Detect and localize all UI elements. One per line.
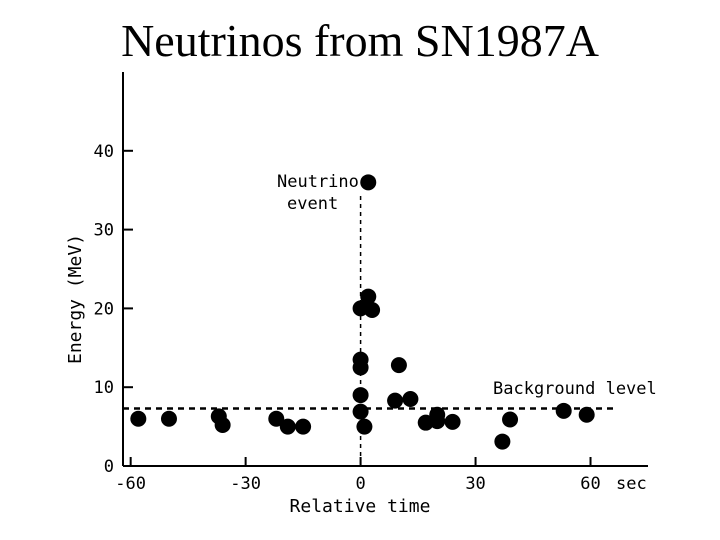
data-point (578, 406, 595, 423)
data-point (390, 357, 407, 374)
x-axis-unit: sec (616, 474, 647, 494)
y-tick-label: 30 (94, 221, 114, 241)
data-point (352, 403, 369, 420)
x-tick-label: -30 (230, 474, 261, 494)
data-points (130, 174, 595, 450)
data-point (279, 418, 296, 435)
data-point (214, 417, 231, 434)
chart-title: Neutrinos from SN1987A (121, 15, 599, 66)
neutrino-event-annotation-line1: Neutrino (277, 172, 359, 192)
x-tick-label: 60 (580, 474, 600, 494)
y-tick-label: 0 (104, 457, 114, 477)
background-level-annotation: Background level (493, 379, 657, 399)
neutrino-event-annotation-line2: event (287, 194, 338, 214)
data-point (444, 413, 461, 430)
x-axis-label: Relative time (290, 496, 431, 517)
data-point (352, 387, 369, 404)
y-tick-label: 20 (94, 299, 114, 319)
x-ticks: -60 -30 0 30 60 (115, 457, 601, 494)
data-point (360, 174, 377, 191)
y-ticks: 0 10 20 30 40 (94, 142, 133, 477)
y-tick-label: 10 (94, 378, 114, 398)
data-point (360, 288, 377, 305)
x-tick-label: 0 (355, 474, 365, 494)
data-point (352, 359, 369, 376)
data-point (387, 392, 404, 409)
data-point (364, 301, 381, 318)
x-tick-label: -60 (115, 474, 146, 494)
data-point (429, 413, 446, 430)
data-point (502, 411, 519, 428)
data-point (295, 418, 312, 435)
data-point (555, 402, 572, 419)
x-tick-label: 30 (465, 474, 485, 494)
data-point (268, 410, 285, 427)
y-tick-label: 40 (94, 142, 114, 162)
data-point (130, 410, 147, 427)
y-axis-label: Energy (MeV) (65, 234, 86, 364)
data-point (402, 391, 419, 408)
data-point (160, 410, 177, 427)
data-point (356, 418, 373, 435)
data-point (494, 433, 511, 450)
axes (122, 72, 648, 467)
